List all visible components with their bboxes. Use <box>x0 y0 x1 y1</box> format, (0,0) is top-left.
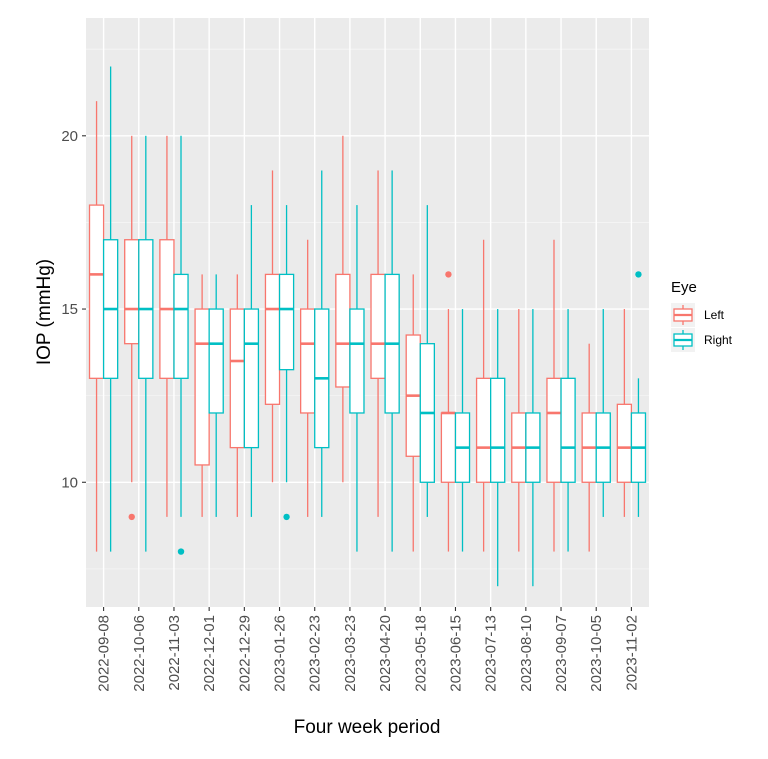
x-tick-label: 2023-05-18 <box>412 615 429 692</box>
series-left <box>88 101 633 552</box>
x-tick-label: 2023-01-26 <box>272 615 289 692</box>
box-iqr <box>229 308 245 449</box>
box-iqr <box>475 377 492 483</box>
y-axis-title: IOP (mmHg) <box>34 259 55 365</box>
box-left-2022-11-03 <box>159 135 175 517</box>
box-right-2023-05-18 <box>419 205 436 517</box>
box-iqr <box>349 308 365 414</box>
box-right-2023-02-23 <box>314 170 330 517</box>
box-iqr <box>546 377 562 483</box>
box-iqr <box>208 308 224 414</box>
box-right-2022-10-06 <box>138 135 154 552</box>
box-iqr <box>335 273 351 388</box>
box-left-2023-08-10 <box>511 309 527 552</box>
box-right-2023-01-26 <box>278 205 295 521</box>
x-tick-label: 2023-03-23 <box>342 615 359 692</box>
outlier-point <box>635 271 642 278</box>
outlier-point <box>177 548 185 555</box>
outlier-point <box>128 513 135 521</box>
box-iqr <box>616 403 633 483</box>
y-tick-label: 15 <box>61 301 78 318</box>
legend-title: Eye <box>671 279 697 296</box>
box-left-2023-09-07 <box>546 239 562 552</box>
box-right-2022-12-29 <box>243 205 260 517</box>
box-left-2023-07-13 <box>475 239 492 552</box>
box-right-2022-12-01 <box>208 274 224 517</box>
box-iqr <box>560 377 576 483</box>
box-iqr <box>243 308 260 449</box>
box-right-2023-07-13 <box>490 309 506 587</box>
box-left-2023-02-23 <box>299 239 316 517</box>
box-iqr <box>124 239 140 345</box>
x-tick-label: 2023-07-13 <box>483 615 500 692</box>
legend-label-left: Left <box>704 308 725 322</box>
box-iqr <box>194 308 210 466</box>
legend-label-right: Right <box>704 333 733 347</box>
minor-gridlines <box>86 48 649 570</box>
x-axis-title: Four week period <box>294 717 441 738</box>
box-right-2022-11-03 <box>173 135 189 555</box>
outlier-point <box>283 513 290 521</box>
box-iqr <box>440 412 457 483</box>
x-tick-label: 2022-12-01 <box>201 615 218 692</box>
box-left-2022-10-06 <box>124 135 140 521</box>
legend-item-right: Right <box>671 328 733 352</box>
y-tick-label: 20 <box>61 128 78 145</box>
legend-item-left: Left <box>671 303 725 327</box>
x-tick-label: 2022-09-08 <box>96 615 113 692</box>
x-tick-label: 2023-02-23 <box>307 615 324 692</box>
box-iqr <box>173 273 189 379</box>
series-right <box>102 66 647 587</box>
box-iqr <box>490 377 506 483</box>
box-left-2022-12-29 <box>229 274 245 517</box>
box-right-2023-10-05 <box>595 309 611 517</box>
x-tick-label: 2023-10-05 <box>588 615 605 692</box>
x-tick-label: 2023-06-15 <box>447 615 464 692</box>
box-iqr <box>299 308 316 414</box>
box-iqr <box>88 204 105 379</box>
box-iqr <box>278 273 295 371</box>
box-right-2023-04-20 <box>384 170 400 552</box>
box-right-2023-08-10 <box>525 309 541 587</box>
x-tick-label: 2023-09-07 <box>553 615 570 692</box>
box-iqr <box>370 273 386 379</box>
box-left-2023-05-18 <box>405 274 421 552</box>
legend: Eye Left Right <box>671 279 733 352</box>
box-iqr <box>264 273 281 405</box>
box-left-2023-03-23 <box>335 135 351 483</box>
outlier-point <box>445 271 452 278</box>
box-right-2023-11-02 <box>630 271 647 517</box>
box-right-2023-03-23 <box>349 205 365 552</box>
x-tick-label: 2023-08-10 <box>518 615 535 692</box>
x-axis: 2022-09-08 2022-10-06 2022-11-03 2022-12-01… <box>96 607 640 692</box>
box-right-2023-09-07 <box>560 309 576 552</box>
x-tick-label: 2023-04-20 <box>377 615 394 692</box>
box-left-2023-10-05 <box>581 343 597 552</box>
y-tick-label: 10 <box>61 474 78 491</box>
y-axis: 10 15 20 <box>61 128 86 491</box>
x-tick-label: 2022-12-29 <box>236 615 253 692</box>
x-tick-label: 2022-10-06 <box>131 615 148 692</box>
box-right-2022-09-08 <box>102 66 119 552</box>
box-left-2022-12-01 <box>194 274 210 517</box>
x-tick-label: 2022-11-03 <box>166 615 183 691</box>
box-right-2023-06-15 <box>454 309 471 552</box>
box-series <box>88 66 647 587</box>
x-tick-label: 2023-11-02 <box>623 615 640 691</box>
